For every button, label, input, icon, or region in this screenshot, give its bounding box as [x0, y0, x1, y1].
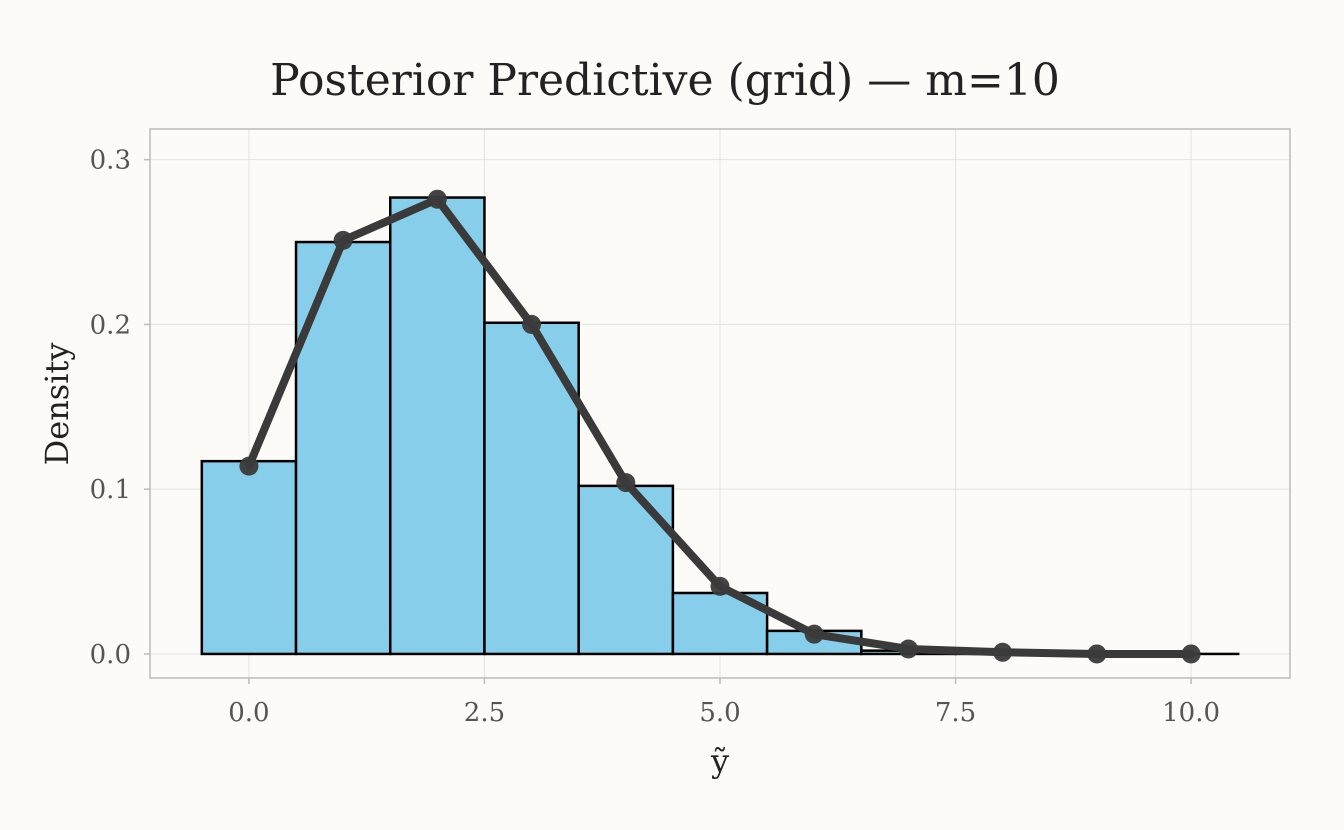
density-point-9	[1087, 644, 1107, 664]
density-point-4	[616, 473, 636, 493]
x-tick-label-1: 2.5	[464, 698, 505, 728]
density-point-6	[804, 624, 824, 644]
histogram-bar-2	[388, 196, 486, 656]
y-tick-label-2: 0.2	[90, 310, 131, 340]
x-tick-label-3: 7.5	[935, 698, 976, 728]
y-tick-label-3: 0.3	[90, 146, 131, 176]
density-point-5	[710, 576, 730, 596]
histogram-bar-4	[577, 484, 675, 656]
density-point-2	[427, 189, 447, 209]
density-point-3	[522, 314, 542, 334]
histogram-bar-0	[200, 459, 298, 656]
density-point-7	[898, 639, 918, 659]
tick-labels: 0.0 2.5 5.0 7.5 10.0 0.0 0.1 0.2 0.3	[90, 146, 1220, 728]
density-point-1	[333, 230, 353, 250]
y-axis-label: Density	[38, 343, 76, 466]
histogram-bar-1	[294, 240, 392, 656]
y-tick-label-1: 0.1	[90, 475, 131, 505]
density-point-10	[1181, 644, 1201, 664]
density-line	[239, 189, 1201, 664]
x-tick-label-4: 10.0	[1162, 698, 1220, 728]
x-tick-label-0: 0.0	[228, 698, 269, 728]
y-tick-label-0: 0.0	[90, 640, 131, 670]
density-point-8	[993, 642, 1013, 662]
density-point-0	[239, 456, 259, 476]
x-tick-label-2: 5.0	[699, 698, 740, 728]
chart-title: Posterior Predictive (grid) — m=10	[270, 55, 1060, 106]
x-axis-label: ỹ	[710, 742, 729, 780]
